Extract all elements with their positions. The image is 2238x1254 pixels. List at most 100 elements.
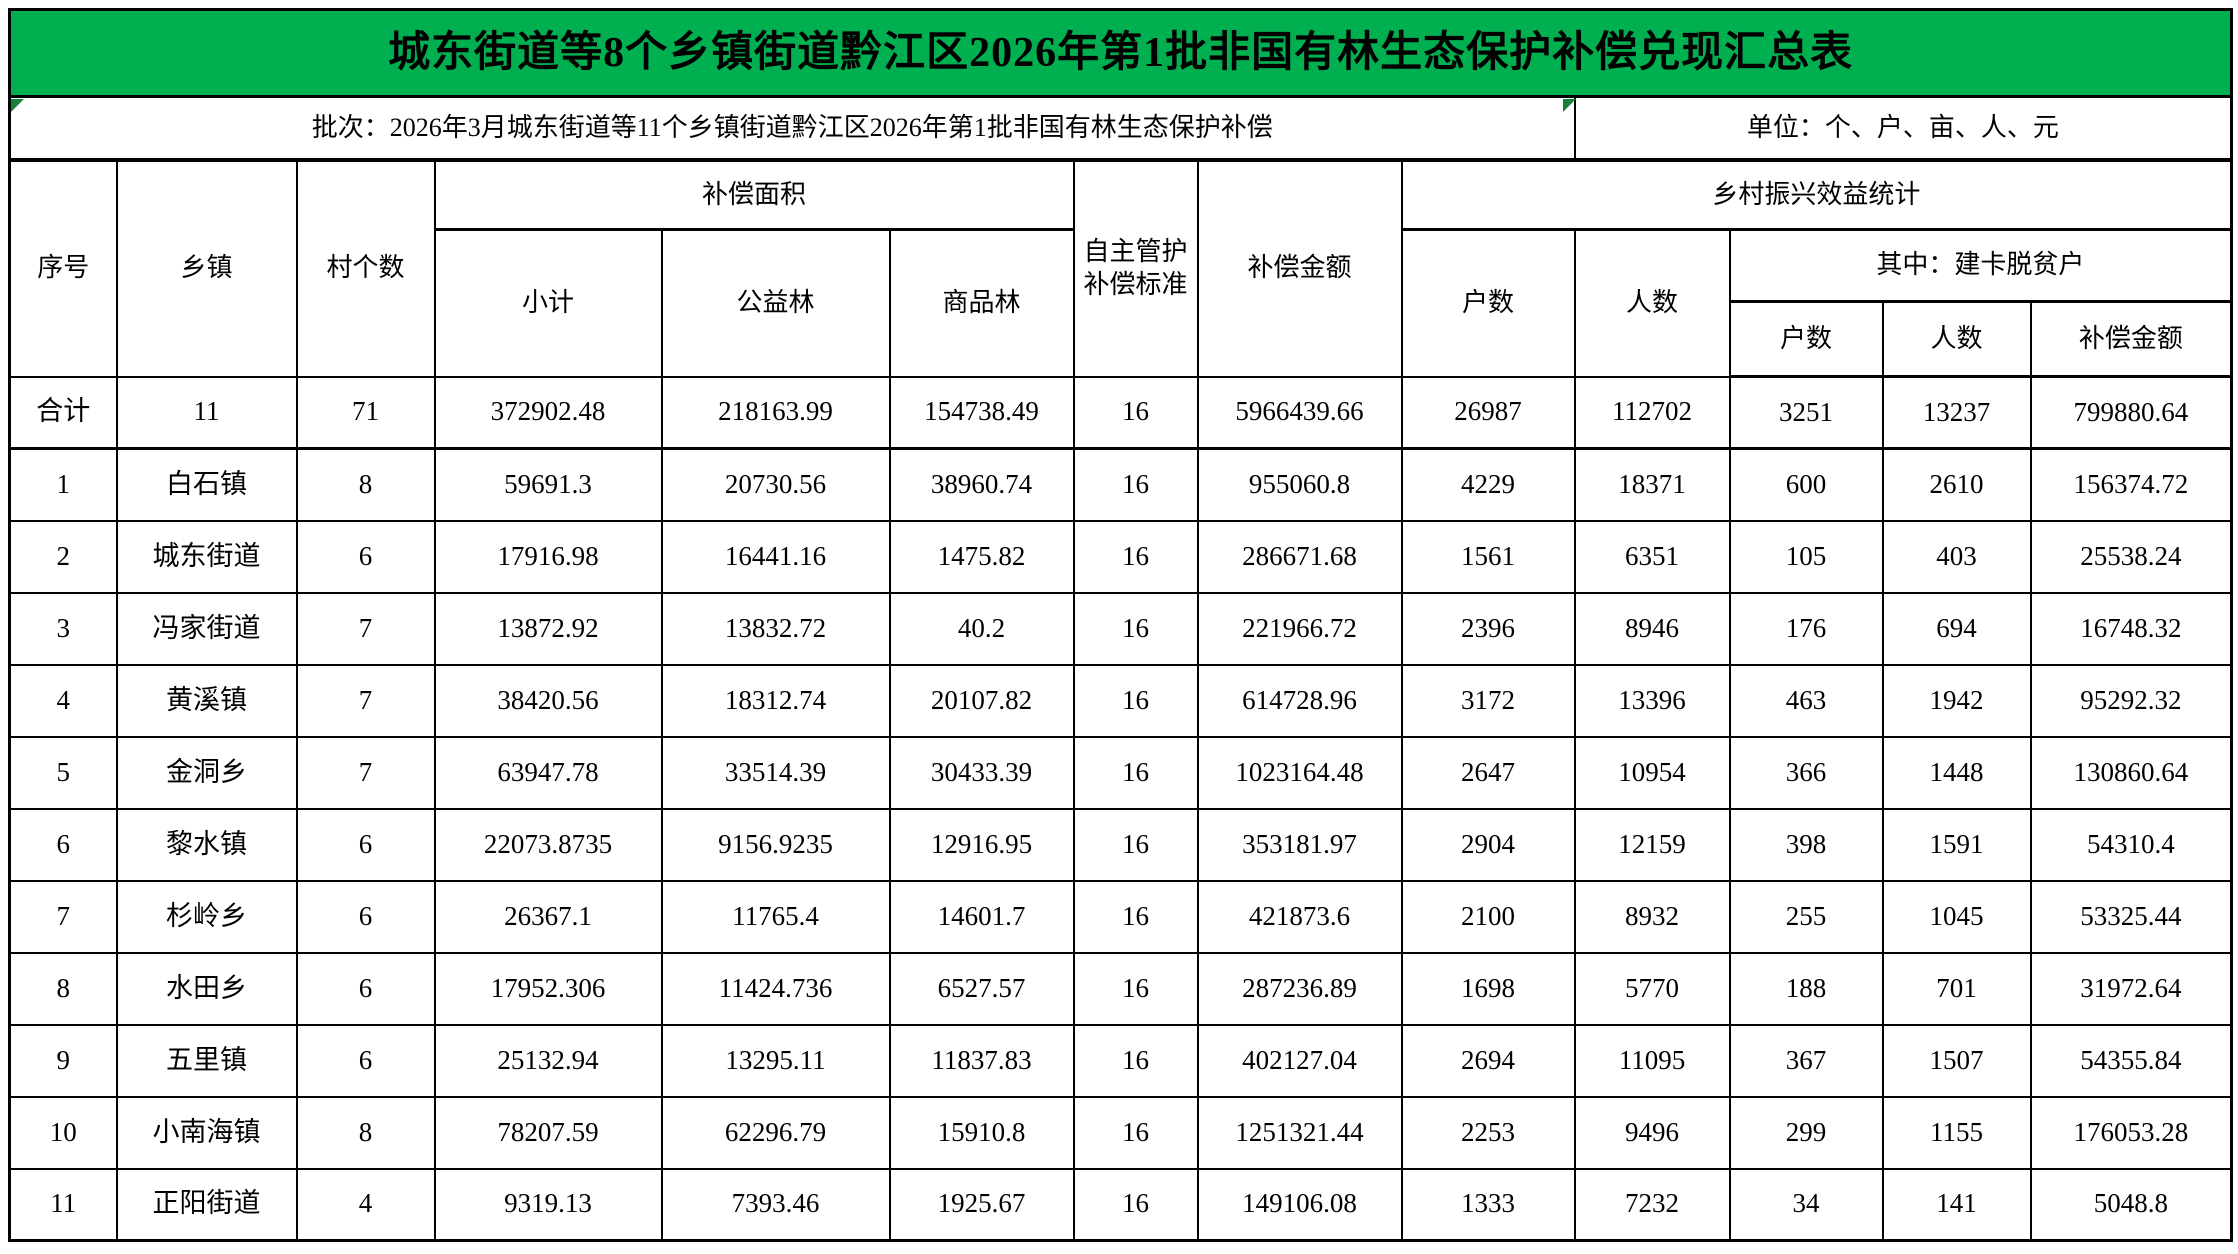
table-row: 10 小南海镇 8 78207.59 62296.79 15910.8 16 1251321.… (8, 1095, 2233, 1170)
value-cell: 287236.89 (1196, 951, 1403, 1026)
value-cell: 156374.72 (2029, 447, 2233, 522)
row-serial-cell: 合计 (8, 375, 118, 450)
table-row: 8 水田乡 6 17952.306 11424.736 6527.57 16 287236.8… (8, 951, 2233, 1026)
value-cell: 154738.49 (888, 375, 1075, 450)
value-cell: 16 (1072, 807, 1199, 882)
value-cell: 1023164.48 (1196, 735, 1403, 810)
table-row: 11 正阳街道 4 9319.13 7393.46 1925.67 16 149106.08 1… (8, 1167, 2233, 1242)
value-cell: 2396 (1400, 591, 1576, 666)
value-cell: 54310.4 (2029, 807, 2233, 882)
value-cell: 16 (1072, 447, 1199, 522)
value-cell: 149106.08 (1196, 1167, 1403, 1242)
group-header-compensation-area: 补偿面积 (433, 158, 1075, 231)
table-row: 3 冯家街道 7 13872.92 13832.72 40.2 16 221966.72 239… (8, 591, 2233, 666)
value-cell: 16 (1072, 1167, 1199, 1242)
value-cell: 63947.78 (433, 735, 663, 810)
value-cell: 31972.64 (2029, 951, 2233, 1026)
batch-label: 批次：2026年3月城东街道等11个乡镇街道黔江区2026年第1批非国有林生态保… (8, 95, 1576, 162)
value-cell: 3172 (1400, 663, 1576, 738)
township-cell: 正阳街道 (115, 1167, 298, 1242)
row-serial-cell: 9 (8, 1023, 118, 1098)
value-cell: 6 (295, 807, 436, 882)
value-cell: 8 (295, 447, 436, 522)
value-cell: 3251 (1728, 375, 1884, 450)
value-cell: 1698 (1400, 951, 1576, 1026)
col-header-compensation-amount: 补偿金额 (1196, 158, 1403, 378)
value-cell: 5966439.66 (1196, 375, 1403, 450)
value-cell: 1475.82 (888, 519, 1075, 594)
value-cell: 17916.98 (433, 519, 663, 594)
value-cell: 25538.24 (2029, 519, 2233, 594)
value-cell: 12916.95 (888, 807, 1075, 882)
value-cell: 40.2 (888, 591, 1075, 666)
value-cell: 176 (1728, 591, 1884, 666)
col-header-poverty-compensation-amount: 补偿金额 (2029, 300, 2233, 378)
value-cell: 255 (1728, 879, 1884, 954)
value-cell: 20730.56 (660, 447, 891, 522)
value-cell: 1251321.44 (1196, 1095, 1403, 1170)
cell-flag-icon (11, 99, 24, 112)
value-cell: 78207.59 (433, 1095, 663, 1170)
row-serial-cell: 4 (8, 663, 118, 738)
value-cell: 2253 (1400, 1095, 1576, 1170)
row-serial-cell: 7 (8, 879, 118, 954)
value-cell: 1333 (1400, 1167, 1576, 1242)
value-cell: 2904 (1400, 807, 1576, 882)
value-cell: 18312.74 (660, 663, 891, 738)
col-header-township: 乡镇 (115, 158, 298, 378)
value-cell: 9319.13 (433, 1167, 663, 1242)
value-cell: 6 (295, 879, 436, 954)
value-cell: 17952.306 (433, 951, 663, 1026)
value-cell: 955060.8 (1196, 447, 1403, 522)
township-cell: 黎水镇 (115, 807, 298, 882)
table-row: 9 五里镇 6 25132.94 13295.11 11837.83 16 402127.04… (8, 1023, 2233, 1098)
value-cell: 403 (1881, 519, 2032, 594)
value-cell: 286671.68 (1196, 519, 1403, 594)
value-cell: 14601.7 (888, 879, 1075, 954)
col-header-commercial-forest: 商品林 (888, 228, 1075, 378)
value-cell: 16 (1072, 519, 1199, 594)
value-cell: 16 (1072, 735, 1199, 810)
value-cell: 7393.46 (660, 1167, 891, 1242)
group-header-rural-revitalization: 乡村振兴效益统计 (1400, 158, 2233, 231)
value-cell: 2100 (1400, 879, 1576, 954)
summary-table: 城东街道等8个乡镇街道黔江区2026年第1批非国有林生态保护补偿兑现汇总表 批次… (8, 8, 2234, 1242)
value-cell: 26367.1 (433, 879, 663, 954)
value-cell: 54355.84 (2029, 1023, 2233, 1098)
value-cell: 13872.92 (433, 591, 663, 666)
value-cell: 372902.48 (433, 375, 663, 450)
col-header-people: 人数 (1573, 228, 1731, 378)
value-cell: 6 (295, 1023, 436, 1098)
value-cell: 130860.64 (2029, 735, 2233, 810)
value-cell: 33514.39 (660, 735, 891, 810)
value-cell: 1045 (1881, 879, 2032, 954)
value-cell: 6 (295, 519, 436, 594)
value-cell: 9156.9235 (660, 807, 891, 882)
value-cell: 366 (1728, 735, 1884, 810)
value-cell: 2610 (1881, 447, 2032, 522)
value-cell: 34 (1728, 1167, 1884, 1242)
unit-label: 单位：个、户、亩、人、元 (1573, 95, 2233, 162)
value-cell: 1561 (1400, 519, 1576, 594)
township-cell: 冯家街道 (115, 591, 298, 666)
value-cell: 4229 (1400, 447, 1576, 522)
row-serial-cell: 3 (8, 591, 118, 666)
value-cell: 353181.97 (1196, 807, 1403, 882)
value-cell: 12159 (1573, 807, 1731, 882)
value-cell: 62296.79 (660, 1095, 891, 1170)
value-cell: 11424.736 (660, 951, 891, 1026)
row-serial-cell: 1 (8, 447, 118, 522)
value-cell: 6351 (1573, 519, 1731, 594)
value-cell: 1448 (1881, 735, 2032, 810)
value-cell: 421873.6 (1196, 879, 1403, 954)
township-cell: 水田乡 (115, 951, 298, 1026)
value-cell: 13396 (1573, 663, 1731, 738)
row-serial-cell: 8 (8, 951, 118, 1026)
table-row: 4 黄溪镇 7 38420.56 18312.74 20107.82 16 614728.96… (8, 663, 2233, 738)
table-row: 5 金洞乡 7 63947.78 33514.39 30433.39 16 1023164.4… (8, 735, 2233, 810)
value-cell: 1155 (1881, 1095, 2032, 1170)
value-cell: 614728.96 (1196, 663, 1403, 738)
value-cell: 600 (1728, 447, 1884, 522)
value-cell: 694 (1881, 591, 2032, 666)
